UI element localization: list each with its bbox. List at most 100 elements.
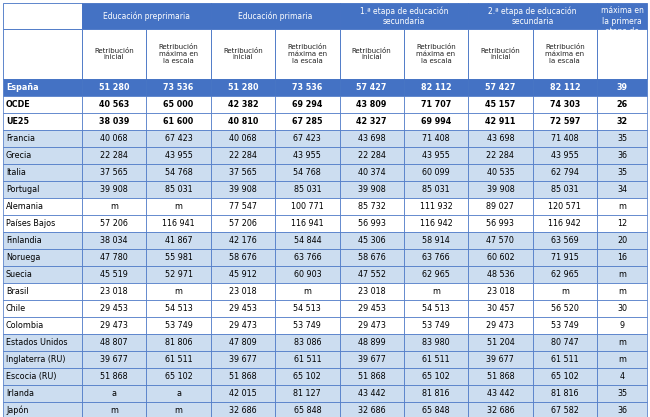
Bar [532, 113, 597, 130]
Bar [275, 232, 339, 249]
Text: 71 707: 71 707 [421, 100, 451, 109]
Text: Retribución
inicial: Retribución inicial [223, 48, 263, 60]
Text: 58 676: 58 676 [358, 253, 385, 262]
Text: 23 018: 23 018 [358, 287, 385, 296]
Text: 9: 9 [619, 321, 625, 330]
Bar [597, 164, 647, 181]
Text: 35: 35 [617, 134, 627, 143]
Bar [339, 147, 404, 164]
Bar [339, 181, 404, 198]
Text: 38 039: 38 039 [99, 117, 129, 126]
Text: 69 994: 69 994 [421, 117, 451, 126]
Text: m: m [432, 287, 440, 296]
Bar [468, 283, 532, 300]
Text: 85 732: 85 732 [358, 202, 385, 211]
Text: 29 473: 29 473 [358, 321, 385, 330]
Text: 40 068: 40 068 [229, 134, 257, 143]
Text: 81 816: 81 816 [422, 389, 450, 398]
Text: Años para
alcanzar la
retribución
máxima en
la primera
etapa de
educación
secund: Años para alcanzar la retribución máxima… [601, 0, 644, 56]
Text: 81 816: 81 816 [551, 389, 578, 398]
Text: 57 427: 57 427 [356, 83, 387, 92]
Text: 42 911: 42 911 [486, 117, 515, 126]
Bar [146, 266, 211, 283]
Bar [339, 79, 404, 96]
Bar [532, 96, 597, 113]
Bar [597, 385, 647, 402]
Text: 32 686: 32 686 [487, 406, 514, 415]
Text: 22 284: 22 284 [358, 151, 385, 160]
Text: 39 908: 39 908 [100, 185, 128, 194]
Text: 54 513: 54 513 [422, 304, 450, 313]
Text: Irlanda: Irlanda [6, 389, 34, 398]
Bar [468, 215, 532, 232]
Text: UE25: UE25 [6, 117, 29, 126]
Bar [597, 300, 647, 317]
Bar [339, 215, 404, 232]
Bar [532, 130, 597, 147]
Text: 32 686: 32 686 [358, 406, 385, 415]
Text: Italia: Italia [6, 168, 26, 177]
Bar [275, 96, 339, 113]
Bar [597, 283, 647, 300]
Bar [211, 3, 339, 29]
Text: Finlandia: Finlandia [6, 236, 42, 245]
Text: 61 600: 61 600 [163, 117, 194, 126]
Bar [468, 300, 532, 317]
Bar [339, 113, 404, 130]
Text: Grecia: Grecia [6, 151, 32, 160]
Bar [339, 232, 404, 249]
Text: 71 408: 71 408 [551, 134, 578, 143]
Text: 55 981: 55 981 [164, 253, 192, 262]
Bar [211, 113, 275, 130]
Bar [339, 198, 404, 215]
Text: Chile: Chile [6, 304, 26, 313]
Text: m: m [175, 406, 183, 415]
Text: 72 597: 72 597 [550, 117, 580, 126]
Text: 65 848: 65 848 [294, 406, 321, 415]
Text: 39 677: 39 677 [358, 355, 385, 364]
Bar [211, 130, 275, 147]
Bar [404, 79, 468, 96]
Text: 116 941: 116 941 [162, 219, 195, 228]
Bar [146, 249, 211, 266]
Text: 67 423: 67 423 [164, 134, 192, 143]
Text: España: España [6, 83, 38, 92]
Text: m: m [618, 287, 626, 296]
Bar [532, 300, 597, 317]
Text: 20: 20 [617, 236, 627, 245]
Text: 77 547: 77 547 [229, 202, 257, 211]
Bar [146, 96, 211, 113]
Text: 63 766: 63 766 [422, 253, 450, 262]
Text: 85 031: 85 031 [294, 185, 321, 194]
Bar [211, 249, 275, 266]
Text: 85 031: 85 031 [164, 185, 192, 194]
Bar [468, 334, 532, 351]
Bar [211, 232, 275, 249]
Bar [339, 300, 404, 317]
Bar [404, 368, 468, 385]
Bar [146, 368, 211, 385]
Bar [532, 385, 597, 402]
Bar [3, 368, 82, 385]
Bar [468, 130, 532, 147]
Bar [275, 385, 339, 402]
Text: 47 570: 47 570 [486, 236, 514, 245]
Text: 52 971: 52 971 [164, 270, 192, 279]
Text: 60 903: 60 903 [294, 270, 321, 279]
Bar [211, 266, 275, 283]
Bar [3, 249, 82, 266]
Bar [146, 181, 211, 198]
Text: 40 563: 40 563 [99, 100, 129, 109]
Bar [468, 181, 532, 198]
Text: Noruega: Noruega [6, 253, 40, 262]
Bar [404, 96, 468, 113]
Bar [339, 3, 468, 29]
Text: 38 034: 38 034 [101, 236, 128, 245]
Bar [468, 147, 532, 164]
Text: 39 908: 39 908 [229, 185, 257, 194]
Bar [82, 385, 146, 402]
Bar [275, 283, 339, 300]
Text: 51 204: 51 204 [487, 338, 514, 347]
Bar [339, 317, 404, 334]
Bar [275, 266, 339, 283]
